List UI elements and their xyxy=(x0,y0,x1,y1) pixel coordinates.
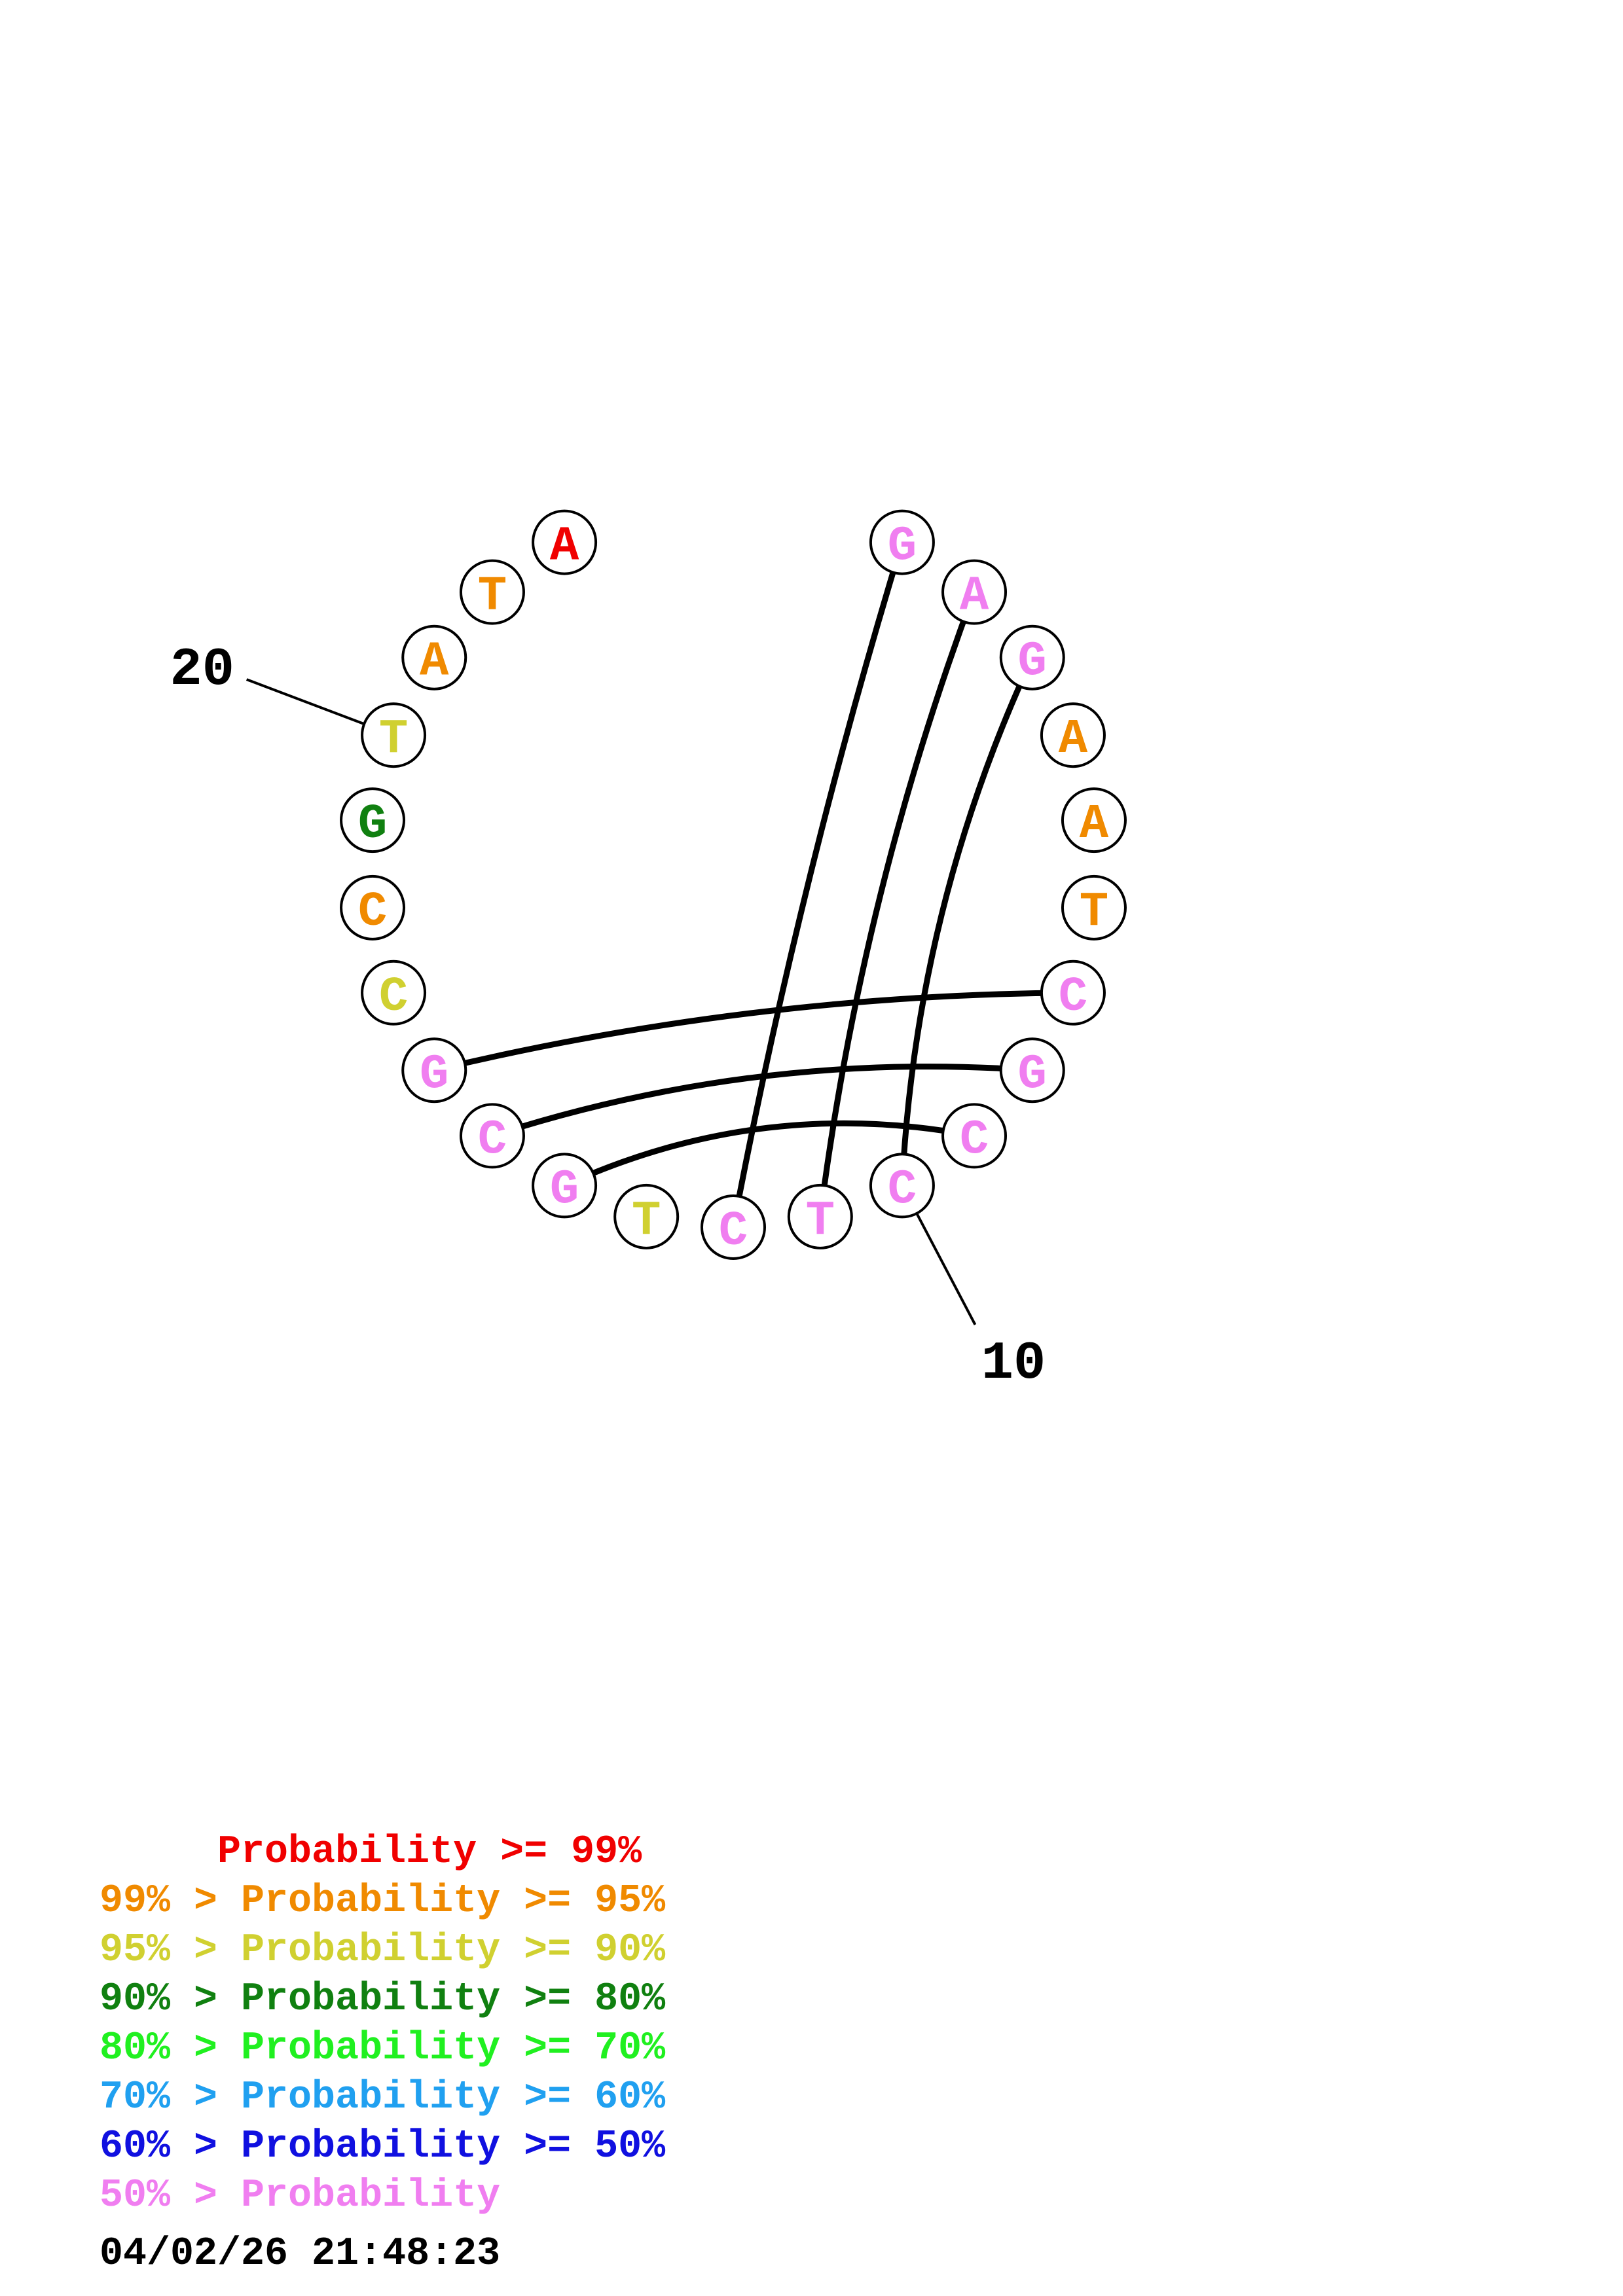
nucleotide-circle xyxy=(999,1037,1065,1103)
nucleotide-circle xyxy=(459,1103,525,1169)
nucleotide-letter: G xyxy=(1018,635,1047,690)
base-pair-arc xyxy=(730,541,905,1228)
nucleotide-letter: G xyxy=(420,1047,448,1102)
nucleotide: C xyxy=(1040,960,1106,1026)
nucleotide-circle xyxy=(361,960,427,1026)
nucleotide-circle xyxy=(701,1194,766,1260)
nucleotide-letter: C xyxy=(358,885,387,940)
base-pair-arc xyxy=(563,1120,975,1189)
nucleotide: T xyxy=(613,1183,680,1249)
nucleotide: G xyxy=(340,787,406,853)
nucleotide: G xyxy=(532,1153,598,1219)
nucleotide-circle xyxy=(787,1183,853,1249)
nucleotide-letter: T xyxy=(478,569,507,624)
nucleotide-letter: A xyxy=(1080,797,1109,852)
nucleotide-letter: G xyxy=(888,520,917,575)
nucleotide-letter: A xyxy=(960,569,989,624)
nucleotide: A xyxy=(401,624,467,691)
nucleotide: T xyxy=(787,1183,853,1249)
nucleotide-letter: A xyxy=(1059,712,1088,767)
nucleotide: G xyxy=(869,509,935,575)
nucleotide: A xyxy=(532,509,598,575)
nucleotide: C xyxy=(941,1103,1008,1169)
nucleotide: C xyxy=(459,1103,525,1169)
nucleotide-circle xyxy=(869,1153,935,1219)
nucleotide-circle xyxy=(1061,874,1127,941)
index-labels: 10 20 xyxy=(170,639,1046,1394)
pair-arcs xyxy=(433,541,1073,1228)
base-pair-arc xyxy=(433,990,1073,1073)
nucleotide-letter: C xyxy=(379,970,408,1025)
nucleotide-circle xyxy=(1040,702,1106,768)
legend-entry: Probability >= 99% xyxy=(100,1830,642,1874)
index-leader-line xyxy=(915,1213,977,1325)
nucleotide: C xyxy=(340,874,406,941)
legend-entry: 70% > Probability >= 60% xyxy=(100,2075,666,2120)
nucleotide-circle xyxy=(401,1037,467,1103)
base-pair-arc xyxy=(491,1064,1033,1139)
nucleotide-circle xyxy=(340,874,406,941)
nucleotide-circle xyxy=(999,624,1065,691)
legend-entry: 90% > Probability >= 80% xyxy=(100,1977,666,2022)
index-label: 20 xyxy=(170,639,234,700)
legend-entry: 60% > Probability >= 50% xyxy=(100,2125,666,2169)
nucleotide-circle xyxy=(340,787,406,853)
nucleotide: G xyxy=(401,1037,467,1103)
nucleotide-circle xyxy=(361,702,427,768)
index-leader-line xyxy=(246,678,365,726)
nucleotide: C xyxy=(701,1194,766,1260)
nucleotide-letter: C xyxy=(719,1204,748,1259)
nucleotide: G xyxy=(999,624,1065,691)
nucleotide-circle xyxy=(869,509,935,575)
legend-entry: 99% > Probability >= 95% xyxy=(100,1879,666,1924)
nucleotide: G xyxy=(999,1037,1065,1103)
nucleotide-circle xyxy=(941,559,1008,625)
nucleotide: C xyxy=(361,960,427,1026)
nucleotide: A xyxy=(941,559,1008,625)
nucleotide: A xyxy=(1040,702,1106,768)
nucleotide-letter: A xyxy=(420,635,449,690)
index-label: 10 xyxy=(981,1333,1046,1394)
nucleotide: T xyxy=(459,559,525,625)
timestamp: 04/02/26 21:48:23 xyxy=(100,2232,501,2276)
nucleotide: A xyxy=(1061,787,1127,853)
nucleotide: T xyxy=(361,702,427,768)
base-pair-arc xyxy=(899,656,1035,1186)
nucleotide-letter: T xyxy=(806,1194,835,1249)
nucleotide-circle xyxy=(1040,960,1106,1026)
nucleotide-letter: A xyxy=(550,520,579,575)
nucleotide-circle xyxy=(532,1153,598,1219)
nucleotide-letter: C xyxy=(1059,970,1087,1025)
nucleotide-letter: C xyxy=(478,1113,507,1168)
legend-entry: 95% > Probability >= 90% xyxy=(100,1928,666,1973)
nucleotide-letter: G xyxy=(1018,1047,1047,1102)
nucleotide-letter: G xyxy=(358,797,387,852)
nucleotide-letter: C xyxy=(888,1162,917,1217)
nucleotide-letter: C xyxy=(960,1113,989,1168)
nucleotide-letter: T xyxy=(632,1194,661,1249)
nucleotide-circle xyxy=(613,1183,680,1249)
nucleotide-letter: G xyxy=(550,1162,579,1217)
legend-entry: 80% > Probability >= 70% xyxy=(100,2026,666,2071)
nucleotide-letter: T xyxy=(379,712,408,767)
legend-entry: 50% > Probability xyxy=(100,2174,501,2218)
nucleotide-circle xyxy=(401,624,467,691)
nucleotide-circle xyxy=(532,509,598,575)
nucleotide: C xyxy=(869,1153,935,1219)
nucleotide-circle xyxy=(941,1103,1008,1169)
nucleotide-circle xyxy=(459,559,525,625)
nucleotide-letter: T xyxy=(1080,885,1108,940)
nucleotide: T xyxy=(1061,874,1127,941)
nucleotide-circle xyxy=(1061,787,1127,853)
